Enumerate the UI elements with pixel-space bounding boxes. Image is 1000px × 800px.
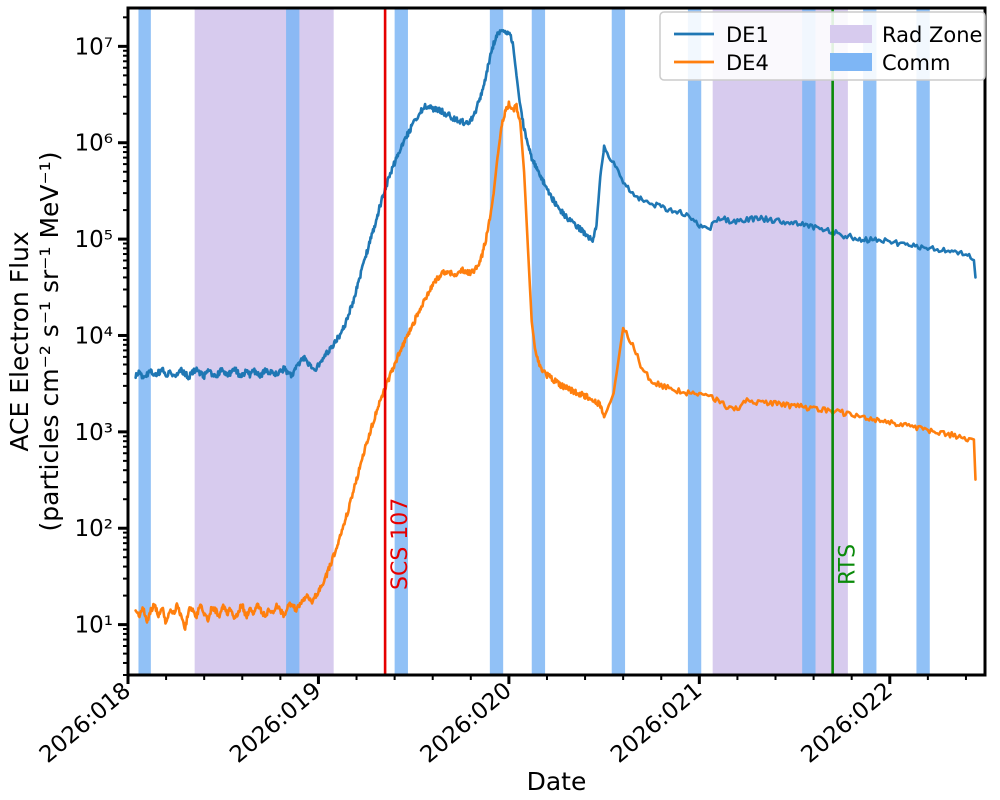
legend-label-de1: DE1 [726,23,769,47]
legend-label-de4: DE4 [726,51,769,75]
axes-group [126,6,987,677]
comm-pass-band [611,8,626,675]
y-tick-label: 10⁴ [75,323,114,349]
event-label-scs-107: SCS 107 [388,498,413,590]
comm-pass-band [802,8,816,675]
comm-pass-band [687,8,702,675]
x-axis-label: Date [527,767,587,796]
y-tick-label: 10² [75,516,114,542]
event-marker-lines: SCS 107 RTS [383,8,861,675]
comm-pass-band [531,8,546,675]
series-line-de1 [134,29,977,381]
y-tick-label: 10⁷ [75,34,114,60]
comm-pass-bands [138,8,930,675]
comm-pass-band [489,8,504,675]
chart-legend: DE1 DE4 Rad Zone Comm [659,11,986,81]
comm-pass-band [863,8,877,675]
legend-box [659,11,986,81]
y-tick-label: 10¹ [75,613,114,639]
y-axis-label-line1: ACE Electron Flux [5,231,34,451]
y-axis-ticks: 10¹ 10² 10³ 10⁴ 10⁵ 10⁶ 10⁷ [75,16,128,676]
comm-pass-band [138,8,151,675]
legend-swatch-rad-zone [830,25,872,43]
comm-pass-band [286,8,300,675]
event-label-rts: RTS [836,544,861,585]
legend-label-comm: Comm [882,51,950,75]
y-tick-label: 10⁶ [75,131,114,157]
data-series-group [134,29,977,631]
y-tick-label: 10⁵ [75,227,114,253]
legend-swatch-comm [830,53,872,71]
comm-pass-band [394,8,408,675]
y-axis-label-line2: (particles cm⁻² s⁻¹ sr⁻¹ MeV⁻¹) [35,152,64,532]
y-tick-label: 10³ [75,420,114,446]
plot-spines [126,6,987,677]
rad-zone-band [194,8,334,675]
legend-label-rad-zone: Rad Zone [882,23,982,47]
comm-pass-band [916,8,930,675]
rad-zone-band [712,8,848,675]
rad-zone-bands [194,8,848,675]
series-line-de4 [134,100,977,631]
